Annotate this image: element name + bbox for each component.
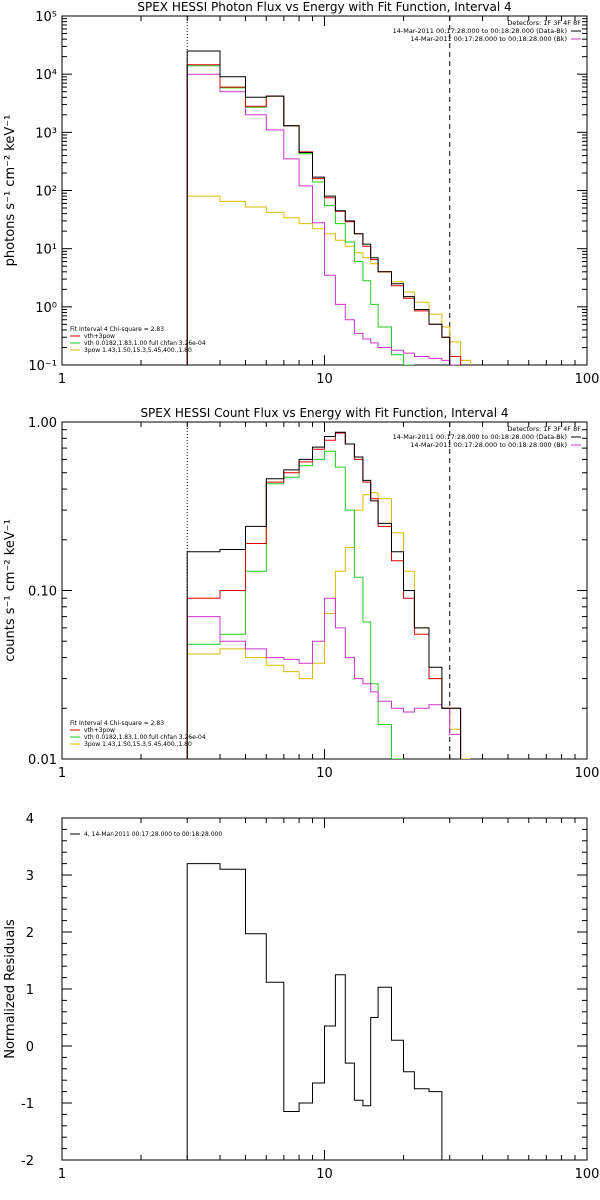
y-tick-label: 10² [35, 185, 57, 200]
chart-title: SPEX HESSI Photon Flux vs Energy with Fi… [137, 0, 511, 14]
y-tick-label: 10⁴ [35, 68, 57, 83]
y-tick-label: -2 [21, 1154, 34, 1169]
x-tick-label: 100 [575, 1167, 600, 1182]
legend-detectors: Detectors: 1F 3F 4F 8F [507, 19, 581, 27]
legend-entry-label: 14-Mar-2011 00:17:28.000 to 00:18:28.000… [393, 433, 567, 441]
x-tick-label: 10 [316, 372, 333, 387]
plot-frame [61, 817, 588, 1161]
x-tick-label: 100 [575, 372, 600, 387]
y-tick-label: 4 [26, 812, 34, 827]
y-tick-label: 0 [26, 1040, 34, 1055]
series-vth-3pow [186, 64, 462, 365]
legend-entry-label: 14-Mar-2011 00:17:28.000 to 00:18:28.000… [393, 27, 567, 35]
y-tick-label: 1.00 [28, 416, 57, 431]
series-vth-3pow [186, 432, 462, 759]
legend-entry-label: 4, 14-Mar-2011 00:17:28.000 to 00:18:28.… [84, 831, 222, 838]
x-tick-label: 1 [58, 1167, 66, 1182]
series-group [186, 431, 471, 759]
series-3pow [186, 195, 471, 365]
panel-1: SPEX HESSI Photon Flux vs Energy with Fi… [3, 0, 599, 387]
series-3pow [186, 492, 471, 759]
y-tick-label: 10³ [35, 126, 57, 141]
series-bk [186, 73, 461, 365]
legend-entry-label: 3pow 1.43,1.50,15.3,5.45,400.,1.80 [84, 741, 192, 748]
y-axis-label: photons s⁻¹ cm⁻² keV⁻¹ [3, 115, 18, 267]
legend-entry-label: vth+3pow [84, 333, 115, 340]
legend-entry-label: 3pow 1.43,1.50,15.3,5.45,400.,1.80 [84, 347, 192, 354]
panel-2: SPEX HESSI Count Flux vs Energy with Fit… [3, 406, 599, 781]
y-tick-label: 10¹ [35, 243, 57, 258]
y-axis-label: Normalized Residuals [3, 919, 18, 1059]
x-tick-label: 10 [316, 1167, 333, 1182]
legend-fit-header: Fit Interval 4 Chi-square = 2.83 [70, 326, 164, 333]
legend-fit-header: Fit Interval 4 Chi-square = 2.83 [70, 720, 164, 727]
series-vth [186, 65, 415, 365]
series-4-14-mar-2011-00-17-28-000-to-00-18-28-000 [186, 863, 450, 1160]
plot-frame [61, 421, 588, 760]
legend-entry-label: vth 0.0182,1.83,1.00 full chfan 3.26e-04 [84, 734, 206, 741]
x-tick-label: 100 [575, 766, 600, 781]
panel-3: 1 10 100 -2 -1 0 1 2 3 4 Normalized Residuals 4, 14… [3, 812, 599, 1182]
series-group [186, 50, 471, 365]
y-tick-label: 3 [26, 869, 34, 884]
legend-entry-label: vth+3pow [84, 727, 115, 734]
y-tick-label: 2 [26, 926, 34, 941]
legend-entry-label: vth 0.0182,1.83,1.00 full chfan 3.26e-04 [84, 340, 206, 347]
legend-detectors: Detectors: 1F 3F 4F 8F [507, 425, 581, 433]
series-data-bk [186, 50, 451, 365]
y-tick-label: 1 [26, 983, 34, 998]
legend-entry-label: 14-Mar-2011 00:17:28.000 to 00:18:28.000… [410, 35, 567, 43]
x-tick-label: 1 [58, 766, 66, 781]
series-data-bk [186, 431, 462, 759]
series-group [186, 863, 450, 1160]
series-bk [186, 597, 462, 759]
y-tick-label: 10⁰ [35, 301, 57, 316]
y-tick-label: 10⁻¹ [28, 359, 57, 374]
x-tick-label: 1 [58, 372, 66, 387]
y-tick-label: -1 [21, 1097, 34, 1112]
y-axis-label: counts s⁻¹ cm⁻² keV⁻¹ [3, 519, 18, 662]
x-tick-label: 10 [316, 766, 333, 781]
chart-title: SPEX HESSI Count Flux vs Energy with Fit… [140, 406, 508, 420]
y-tick-label: 10⁵ [35, 10, 57, 25]
legend-entry-label: 14-Mar-2011 00:17:28.000 to 00:18:28.000… [410, 441, 567, 449]
y-tick-label: 0.10 [28, 585, 57, 600]
y-tick-label: 0.01 [28, 753, 57, 768]
